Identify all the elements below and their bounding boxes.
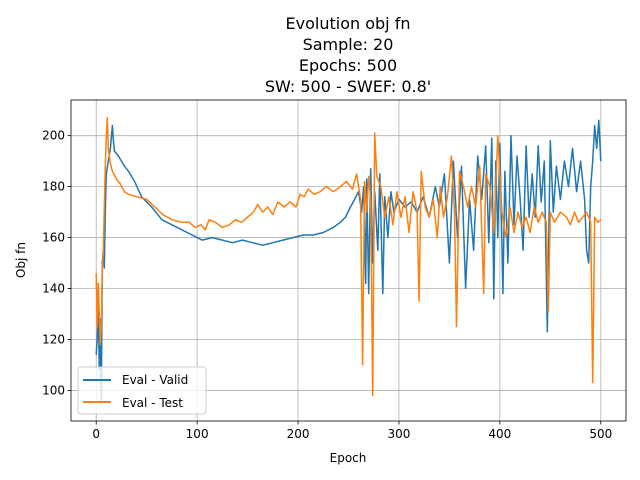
chart-title: Evolution obj fn Sample: 20 Epochs: 500 … [265,14,431,96]
axis-ticks: 0 100 200 300 400 500 100 120 140 160 180 200 [42,129,612,441]
legend-test-label: Eval - Test [122,396,183,410]
x-tick-label: 0 [92,427,100,441]
y-tick-label: 120 [42,332,65,346]
title-line-3: Epochs: 500 [299,56,397,75]
title-line-4: SW: 500 - SWEF: 0.8' [265,77,431,96]
x-axis-label: Epoch [330,451,367,465]
y-tick-label: 140 [42,282,65,296]
series-line-eval-test [95,117,602,397]
x-tick-label: 400 [488,427,511,441]
plot-frame [70,99,627,422]
y-tick-label: 180 [42,180,65,194]
x-tick-label: 200 [287,427,310,441]
y-tick-label: 100 [42,383,65,397]
y-axis-label: Obj fn [14,242,28,278]
title-line-2: Sample: 20 [303,35,394,54]
y-tick-label: 160 [42,231,65,245]
y-tick-label: 200 [42,129,65,143]
x-tick-label: 500 [589,427,612,441]
title-line-1: Evolution obj fn [286,14,411,33]
series-lines [95,117,602,404]
x-tick-label: 100 [186,427,209,441]
legend: Eval - Valid Eval - Test [77,366,207,415]
legend-valid-label: Eval - Valid [122,373,188,387]
x-tick-label: 300 [388,427,411,441]
